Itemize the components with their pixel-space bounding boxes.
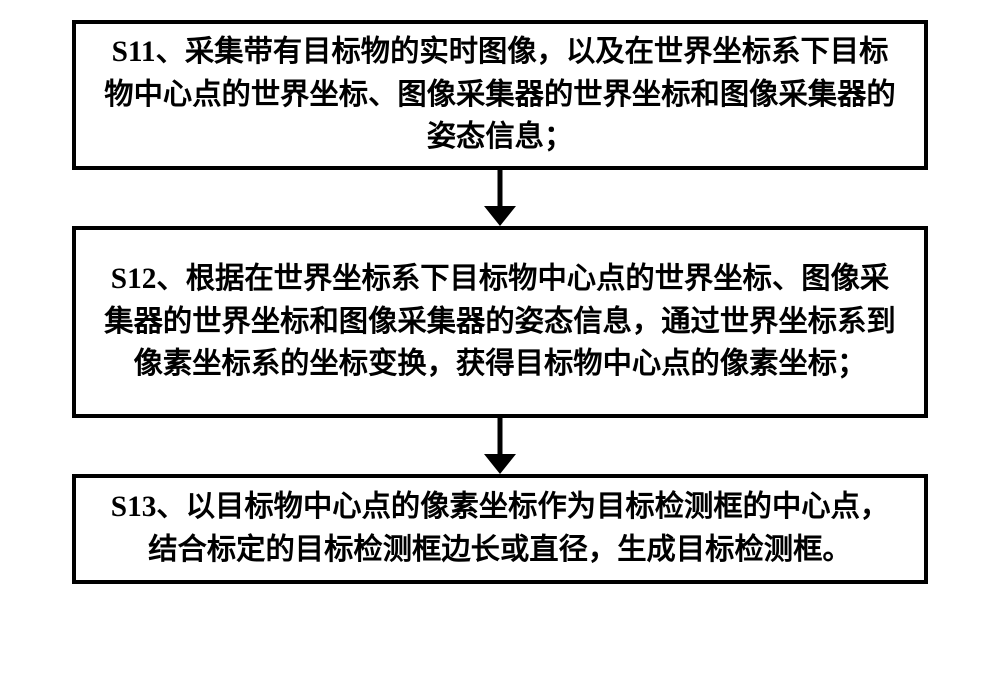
flowchart-container: S11、采集带有目标物的实时图像，以及在世界坐标系下目标物中心点的世界坐标、图像… bbox=[0, 0, 1000, 686]
flow-step-s11: S11、采集带有目标物的实时图像，以及在世界坐标系下目标物中心点的世界坐标、图像… bbox=[72, 20, 928, 170]
flow-step-s13-text: S13、以目标物中心点的像素坐标作为目标检测框的中心点，结合标定的目标检测框边长… bbox=[98, 486, 902, 571]
arrow-s11-to-s12 bbox=[72, 170, 928, 226]
arrow-down-icon bbox=[484, 418, 516, 474]
arrow-s12-to-s13 bbox=[72, 418, 928, 474]
flow-step-s12: S12、根据在世界坐标系下目标物中心点的世界坐标、图像采集器的世界坐标和图像采集… bbox=[72, 226, 928, 418]
flow-step-s11-text: S11、采集带有目标物的实时图像，以及在世界坐标系下目标物中心点的世界坐标、图像… bbox=[98, 31, 902, 159]
arrow-down-icon bbox=[484, 170, 516, 226]
flow-step-s13: S13、以目标物中心点的像素坐标作为目标检测框的中心点，结合标定的目标检测框边长… bbox=[72, 474, 928, 584]
flow-step-s12-text: S12、根据在世界坐标系下目标物中心点的世界坐标、图像采集器的世界坐标和图像采集… bbox=[98, 258, 902, 386]
